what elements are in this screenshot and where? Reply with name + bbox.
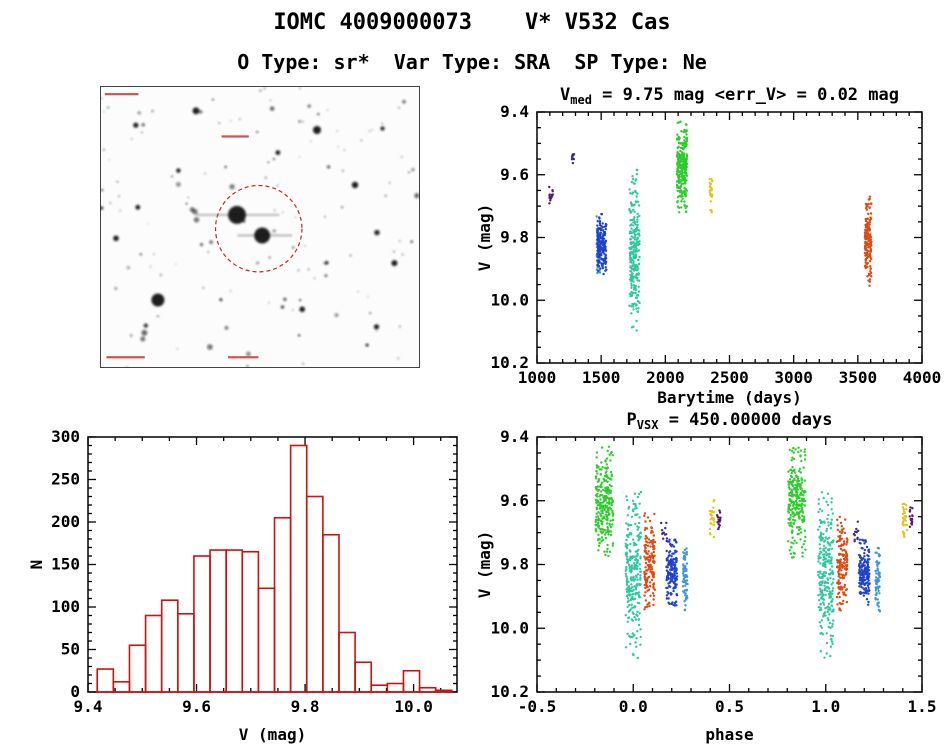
points-navy bbox=[660, 520, 860, 543]
points-yellow bbox=[708, 498, 909, 539]
y-tick-label: 10.2 bbox=[490, 353, 529, 372]
y-tick-label: 150 bbox=[51, 555, 80, 574]
x-tick-label: 3500 bbox=[839, 368, 878, 387]
points-epoch-1110-purple bbox=[548, 185, 554, 205]
points-epoch-2355-yellow bbox=[708, 177, 714, 214]
y-axis-label: N bbox=[30, 560, 46, 570]
y-tick-label: 9.4 bbox=[500, 102, 529, 121]
x-tick-label: 3000 bbox=[774, 368, 813, 387]
points-lightblue bbox=[681, 546, 882, 613]
x-tick-label: 1.0 bbox=[811, 697, 840, 716]
y-tick-label: 9.8 bbox=[500, 228, 529, 247]
points-teal bbox=[624, 490, 835, 660]
lightcurve-plot: 1000 1500 2000 2500 3000 3500 4000 9.4 9.6 9.8 10.… bbox=[475, 85, 941, 407]
phase-folded-plot: -0.5 0.0 0.5 1.0 1.5 9.4 9.6 9.8 10.0 10.2 phase V … bbox=[475, 410, 936, 744]
x-tick-label: 0.5 bbox=[715, 697, 744, 716]
finder-annotation-mark bbox=[221, 135, 249, 138]
y-tick-label: 0 bbox=[70, 682, 80, 701]
y-tick-label: 9.4 bbox=[500, 427, 529, 446]
target-circle bbox=[214, 184, 303, 273]
x-tick-label: 10.0 bbox=[394, 697, 433, 716]
x-tick-label: 1.5 bbox=[908, 697, 937, 716]
y-tick-label: 10.0 bbox=[490, 290, 529, 309]
axes-frame bbox=[87, 436, 458, 693]
x-tick-label: 4000 bbox=[903, 368, 942, 387]
histogram-bars bbox=[96, 444, 453, 693]
x-tick-label: 1500 bbox=[582, 368, 621, 387]
finder-annotation-mark bbox=[104, 93, 139, 96]
y-tick-label: 10.2 bbox=[490, 682, 529, 701]
finder-frame bbox=[100, 86, 420, 368]
axes: 9.4 9.6 9.8 10.0 0 50 100 150 200 250 300 V (mag) N bbox=[30, 427, 458, 744]
x-tick-label: 9.8 bbox=[291, 697, 320, 716]
finder-annotation-mark bbox=[106, 356, 145, 359]
plot-title: Vmed = 9.75 mag <err_V> = 0.02 mag bbox=[560, 85, 899, 107]
y-tick-label: 9.6 bbox=[500, 491, 529, 510]
x-axis-label: phase bbox=[705, 725, 753, 744]
points-green bbox=[594, 445, 807, 559]
plot-title: PVSX = 450.00000 days bbox=[627, 410, 833, 432]
points-blue bbox=[665, 538, 871, 607]
x-tick-label: 0.0 bbox=[619, 697, 648, 716]
x-tick-label: 9.6 bbox=[182, 697, 211, 716]
y-tick-label: 10.0 bbox=[490, 618, 529, 637]
star-field bbox=[100, 87, 420, 368]
y-tick-label: 100 bbox=[51, 597, 80, 616]
points-epoch-3580-orange bbox=[863, 195, 873, 287]
x-tick-label: -0.5 bbox=[518, 697, 557, 716]
y-axis-label: V (mag) bbox=[475, 531, 494, 598]
y-tick-label: 50 bbox=[61, 640, 80, 659]
magnitude-histogram-plot: 9.4 9.6 9.8 10.0 0 50 100 150 200 250 300 V (mag) N bbox=[30, 427, 458, 744]
y-tick-label: 250 bbox=[51, 470, 80, 489]
x-axis-label: V (mag) bbox=[239, 725, 306, 744]
page-subtitle: O Type: sr* Var Type: SRA SP Type: Ne bbox=[237, 50, 707, 74]
y-tick-label: 200 bbox=[51, 512, 80, 531]
axes: 1000 1500 2000 2500 3000 3500 4000 9.4 9.6 9.8 10.… bbox=[475, 85, 941, 407]
x-tick-label: 2500 bbox=[710, 368, 749, 387]
page-title: IOMC 4009000073 V* V532 Cas bbox=[273, 10, 671, 35]
y-tick-label: 9.6 bbox=[500, 165, 529, 184]
finder-chart-image bbox=[100, 86, 420, 368]
points-orange bbox=[643, 512, 849, 612]
x-tick-label: 1000 bbox=[518, 368, 557, 387]
x-tick-label: 9.4 bbox=[74, 697, 103, 716]
x-tick-label: 2000 bbox=[646, 368, 685, 387]
axes: -0.5 0.0 0.5 1.0 1.5 9.4 9.6 9.8 10.0 10.2 phase V … bbox=[475, 410, 936, 744]
y-axis-label: V (mag) bbox=[475, 204, 494, 271]
x-axis-label: Barytime (days) bbox=[657, 388, 802, 407]
points-epoch-2130-green bbox=[675, 120, 689, 214]
finder-annotations bbox=[104, 93, 259, 359]
y-tick-label: 9.8 bbox=[500, 555, 529, 574]
points-epoch-1505-blue bbox=[596, 212, 608, 276]
finder-annotation-mark bbox=[228, 356, 259, 359]
y-tick-label: 300 bbox=[51, 427, 80, 446]
points-epoch-1760-teal bbox=[628, 168, 641, 332]
points-purple bbox=[716, 506, 914, 531]
points-epoch-1280-navy bbox=[570, 153, 576, 165]
